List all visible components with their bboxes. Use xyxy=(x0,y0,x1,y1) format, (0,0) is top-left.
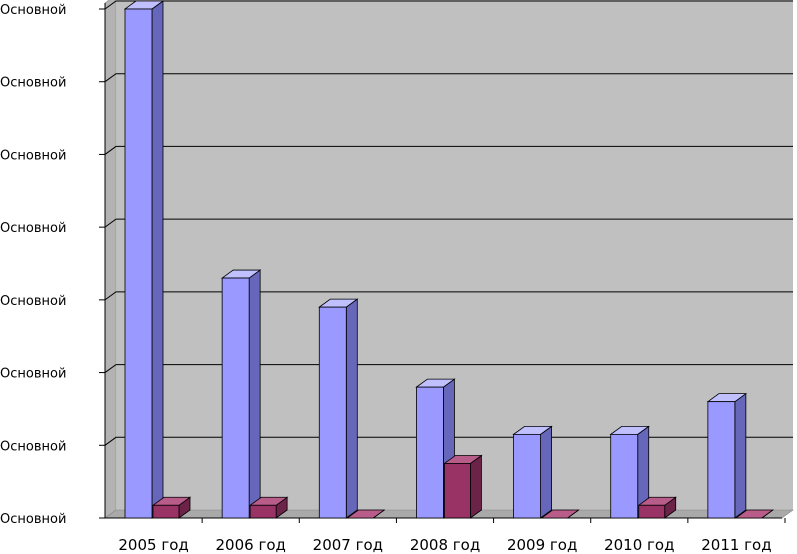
bar-front xyxy=(124,8,153,519)
bar-series2-4 xyxy=(540,509,580,519)
x-tick-label: 2006 год xyxy=(216,536,286,554)
bar-series2-6 xyxy=(734,509,775,519)
gridline xyxy=(104,291,793,301)
bar-series2-0 xyxy=(151,496,192,519)
bar-series1-6 xyxy=(706,392,748,519)
bar-series1-4 xyxy=(512,425,553,519)
y-tick-label: Основной xyxy=(0,512,66,527)
gridline xyxy=(104,0,793,10)
bar-side xyxy=(734,392,747,519)
x-axis-tick-labels: 2005 год 2006 год 2007 год 2008 год 2009 год… xyxy=(118,518,786,554)
bar-side xyxy=(345,298,358,519)
bar-front xyxy=(707,401,736,519)
gridline xyxy=(104,436,793,446)
bar-front xyxy=(513,433,541,519)
gridline xyxy=(104,218,793,228)
bar-front xyxy=(152,504,180,519)
bar-side xyxy=(151,0,164,519)
gridline xyxy=(104,364,793,373)
gridline xyxy=(104,73,793,83)
bar-top xyxy=(346,509,386,519)
bar-front xyxy=(221,277,250,519)
x-tick-label: 2008 год xyxy=(410,536,480,554)
y-axis-tick-labels: Основной Основной Основной Основной Основной… xyxy=(0,3,66,527)
bar-series1-2 xyxy=(318,298,359,519)
y-tick-label: Основной xyxy=(0,294,66,309)
y-tick-label: Основной xyxy=(0,367,66,382)
bar-series1-0 xyxy=(123,0,165,519)
y-tick-label: Основной xyxy=(0,221,66,236)
bar-front xyxy=(249,504,277,519)
bar-series2-1 xyxy=(248,496,289,519)
bar-side xyxy=(470,454,482,519)
bar-side xyxy=(248,269,261,519)
bar-front xyxy=(444,463,471,519)
bar-front xyxy=(318,306,347,519)
bar-series2-5 xyxy=(637,496,677,519)
y-tick-label: Основной xyxy=(0,148,66,163)
bar-front xyxy=(610,433,639,519)
bar-top xyxy=(540,509,580,519)
gridline xyxy=(104,145,793,155)
bar-side xyxy=(540,425,552,519)
x-tick-label: 2010 год xyxy=(604,536,674,554)
x-tick-label: 2007 год xyxy=(313,536,383,554)
bars xyxy=(123,0,775,519)
bar-front xyxy=(416,386,444,519)
bar-series1-5 xyxy=(609,425,650,519)
bar-series2-2 xyxy=(346,509,386,519)
bar-series1-1 xyxy=(220,269,262,519)
x-tick-label: 2005 год xyxy=(118,536,188,554)
bar-front xyxy=(638,504,666,519)
y-tick-label: Основной xyxy=(0,76,66,91)
y-tick-label: Основной xyxy=(0,439,66,454)
bar-series2-3 xyxy=(443,454,483,519)
x-tick-label: 2009 год xyxy=(507,536,577,554)
y-tick-label: Основной xyxy=(0,3,66,18)
bar-top xyxy=(734,509,775,519)
x-tick-label: 2011 год xyxy=(701,536,771,554)
